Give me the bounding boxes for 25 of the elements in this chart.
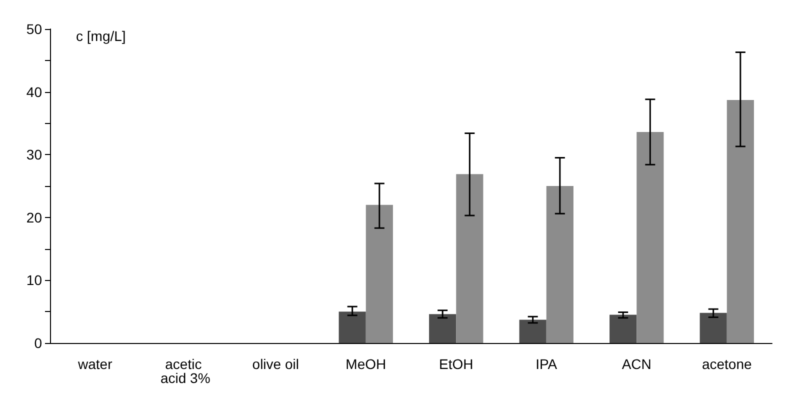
bar bbox=[610, 314, 637, 343]
x-tick-label: water bbox=[77, 356, 113, 372]
y-tick-label: 50 bbox=[26, 21, 42, 37]
x-tick-label: ACN bbox=[622, 356, 652, 372]
y-axis-title: c [mg/L] bbox=[76, 28, 126, 44]
x-tick-label: acetic acid 3% bbox=[160, 356, 210, 386]
bar bbox=[726, 100, 754, 343]
y-tick-label: 30 bbox=[26, 146, 42, 163]
bar bbox=[519, 320, 546, 343]
x-tick-label: olive oil bbox=[252, 356, 299, 372]
bar bbox=[546, 186, 574, 343]
x-tick-label: IPA bbox=[536, 356, 558, 372]
y-tick-label: 0 bbox=[34, 335, 42, 351]
x-tick-label: MeOH bbox=[346, 356, 386, 372]
y-tick-label: 10 bbox=[26, 272, 42, 288]
bar bbox=[429, 314, 456, 343]
x-tick-label: acetone bbox=[702, 356, 752, 372]
bar bbox=[456, 174, 484, 343]
y-tick-label: 20 bbox=[26, 209, 42, 226]
bar bbox=[366, 204, 393, 343]
y-tick-label: 40 bbox=[26, 84, 42, 100]
bar bbox=[338, 312, 366, 343]
bar bbox=[700, 312, 727, 343]
x-tick-label: EtOH bbox=[439, 356, 474, 372]
bar bbox=[636, 132, 664, 343]
